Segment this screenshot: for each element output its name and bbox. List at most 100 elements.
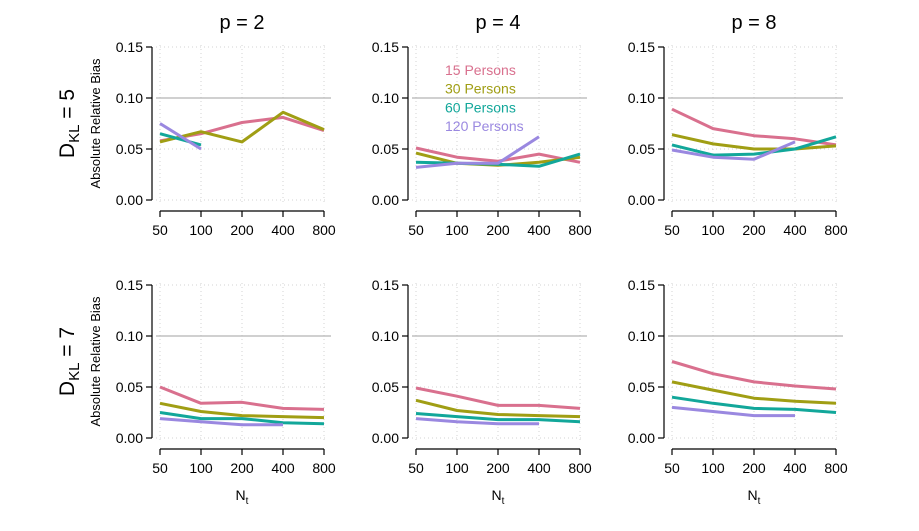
x-axis-title-subscript: t — [246, 496, 249, 507]
panel-1-0: 0.00 0.05 0.10 0.15 50 100 200 400 800 Absolute R… — [88, 277, 336, 507]
x-axis-title: Nt — [492, 487, 505, 507]
y-tick-label: 0.15 — [628, 277, 655, 293]
series-line-60-persons — [671, 135, 837, 157]
y-tick-label: 0.10 — [116, 328, 143, 344]
x-tick-label: 200 — [486, 222, 510, 238]
legend-entry: 120 Persons — [445, 118, 524, 134]
x-tick-label: 400 — [527, 222, 551, 238]
series-line-30-persons — [671, 133, 837, 151]
series-line-120-persons — [671, 405, 795, 418]
legend-entry: 30 Persons — [445, 81, 516, 97]
y-tick-label: 0.00 — [628, 430, 655, 446]
x-axis-title-subscript: t — [502, 496, 505, 507]
column-title: p = 8 — [731, 12, 776, 34]
row-title-subscript: KL — [66, 363, 83, 381]
y-tick-label: 0.05 — [116, 379, 143, 395]
y-tick-label: 0.00 — [372, 192, 399, 208]
series-line-15-persons — [415, 386, 581, 410]
x-tick-label: 50 — [408, 460, 424, 476]
series-line-15-persons — [415, 146, 581, 164]
x-tick-label: 100 — [189, 222, 213, 238]
row-title-main: D — [56, 143, 79, 158]
y-tick-label: 0.00 — [372, 430, 399, 446]
x-tick-label: 400 — [271, 222, 295, 238]
y-tick-label: 0.10 — [116, 90, 143, 106]
x-tick-label: 50 — [664, 222, 680, 238]
x-tick-label: 800 — [312, 460, 336, 476]
x-tick-label: 100 — [445, 222, 469, 238]
panel-0-1: 0.00 0.05 0.10 0.15 50 100 200 400 800 — [372, 39, 592, 238]
x-axis-title-main: N — [236, 487, 246, 503]
x-axis-title: Nt — [748, 487, 761, 507]
y-tick-label: 0.10 — [372, 90, 399, 106]
x-tick-label: 200 — [230, 222, 254, 238]
column-titles: p = 2 p = 4 p = 8 — [219, 12, 776, 34]
x-tick-label: 100 — [701, 460, 725, 476]
x-tick-label: 400 — [783, 222, 807, 238]
series-line-30-persons — [159, 401, 325, 420]
series-line-120-persons — [415, 417, 539, 426]
row-title-rest: = 5 — [56, 89, 79, 125]
x-tick-label: 50 — [152, 222, 168, 238]
column-title: p = 2 — [219, 12, 264, 34]
series-line-30-persons — [671, 380, 837, 405]
y-tick-label: 0.05 — [116, 141, 143, 157]
y-tick-label: 0.05 — [372, 379, 399, 395]
x-tick-label: 50 — [664, 460, 680, 476]
row-title-main: D — [56, 381, 79, 396]
x-tick-label: 800 — [312, 222, 336, 238]
y-tick-label: 0.00 — [628, 192, 655, 208]
x-tick-label: 50 — [152, 460, 168, 476]
panel-0-0: 0.00 0.05 0.10 0.15 50 100 200 400 800 Absolute R… — [88, 39, 336, 238]
y-tick-label: 0.15 — [116, 39, 143, 55]
series-line-30-persons — [159, 110, 325, 144]
x-tick-label: 200 — [230, 460, 254, 476]
x-tick-label: 100 — [701, 222, 725, 238]
x-tick-label: 200 — [486, 460, 510, 476]
x-axis-title-main: N — [748, 487, 758, 503]
x-axis-title-subscript: t — [758, 496, 761, 507]
y-tick-label: 0.05 — [628, 141, 655, 157]
panel-1-1: 0.00 0.05 0.10 0.15 50 100 200 400 800 Nt — [372, 277, 592, 507]
series-line-120-persons — [159, 122, 202, 151]
series-line-15-persons — [671, 107, 837, 147]
y-tick-label: 0.10 — [628, 90, 655, 106]
y-tick-label: 0.15 — [372, 39, 399, 55]
x-tick-label: 800 — [568, 222, 592, 238]
y-tick-label: 0.15 — [116, 277, 143, 293]
row-title-rest: = 7 — [56, 327, 79, 363]
y-tick-label: 0.15 — [372, 277, 399, 293]
x-tick-label: 400 — [271, 460, 295, 476]
y-tick-label: 0.10 — [628, 328, 655, 344]
x-tick-label: 400 — [783, 460, 807, 476]
y-tick-label: 0.05 — [372, 141, 399, 157]
x-tick-label: 800 — [824, 460, 848, 476]
y-axis-title: Absolute Relative Bias — [88, 296, 103, 427]
y-tick-label: 0.00 — [116, 430, 143, 446]
x-tick-label: 400 — [527, 460, 551, 476]
row-title: DKL = 5 — [56, 89, 83, 158]
series-line-120-persons — [159, 417, 283, 427]
series-line-15-persons — [159, 385, 325, 411]
series-line-60-persons — [671, 395, 837, 414]
y-tick-label: 0.00 — [116, 192, 143, 208]
legend-entry: 60 Persons — [445, 99, 516, 115]
x-axis-title: Nt — [236, 487, 249, 507]
panels: 0.00 0.05 0.10 0.15 50 100 200 400 800 Absolute R… — [88, 39, 848, 507]
x-axis-title-main: N — [492, 487, 502, 503]
x-tick-label: 200 — [742, 222, 766, 238]
panel-1-2: 0.00 0.05 0.10 0.15 50 100 200 400 800 Nt — [628, 277, 848, 507]
row-title: DKL = 7 — [56, 327, 83, 396]
series-line-30-persons — [415, 398, 581, 419]
x-tick-label: 50 — [408, 222, 424, 238]
y-tick-label: 0.10 — [372, 328, 399, 344]
x-tick-label: 100 — [189, 460, 213, 476]
series-line-120-persons — [415, 135, 540, 169]
panel-0-2: 0.00 0.05 0.10 0.15 50 100 200 400 800 — [628, 39, 848, 238]
y-tick-label: 0.15 — [628, 39, 655, 55]
x-tick-label: 200 — [742, 460, 766, 476]
series-line-120-persons — [671, 140, 796, 161]
series-line-60-persons — [159, 411, 325, 426]
